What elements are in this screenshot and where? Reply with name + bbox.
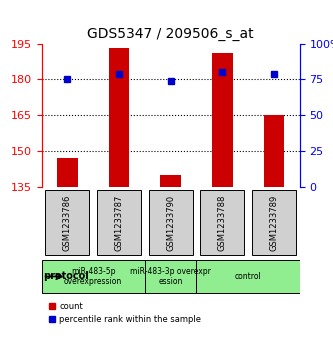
Text: GSM1233786: GSM1233786 — [63, 195, 72, 251]
Text: control: control — [235, 272, 261, 281]
Bar — [264, 115, 284, 187]
FancyBboxPatch shape — [252, 191, 296, 255]
Text: miR-483-3p overexpr
ession: miR-483-3p overexpr ession — [130, 267, 211, 286]
FancyBboxPatch shape — [196, 260, 300, 293]
Bar — [212, 53, 232, 187]
Text: GSM1233789: GSM1233789 — [269, 195, 278, 251]
FancyBboxPatch shape — [200, 191, 244, 255]
Text: GSM1233787: GSM1233787 — [115, 195, 124, 251]
Text: GSM1233790: GSM1233790 — [166, 195, 175, 251]
FancyBboxPatch shape — [46, 191, 89, 255]
Bar — [57, 158, 78, 187]
Text: GSM1233788: GSM1233788 — [218, 195, 227, 251]
FancyBboxPatch shape — [97, 191, 141, 255]
Text: miR-483-5p
overexpression: miR-483-5p overexpression — [64, 267, 122, 286]
FancyBboxPatch shape — [149, 191, 192, 255]
Bar — [161, 175, 181, 187]
Title: GDS5347 / 209506_s_at: GDS5347 / 209506_s_at — [87, 27, 254, 41]
FancyBboxPatch shape — [145, 260, 196, 293]
Text: protocol: protocol — [43, 272, 88, 281]
Bar — [109, 48, 129, 187]
Legend: count, percentile rank within the sample: count, percentile rank within the sample — [46, 299, 204, 327]
FancyBboxPatch shape — [42, 260, 145, 293]
